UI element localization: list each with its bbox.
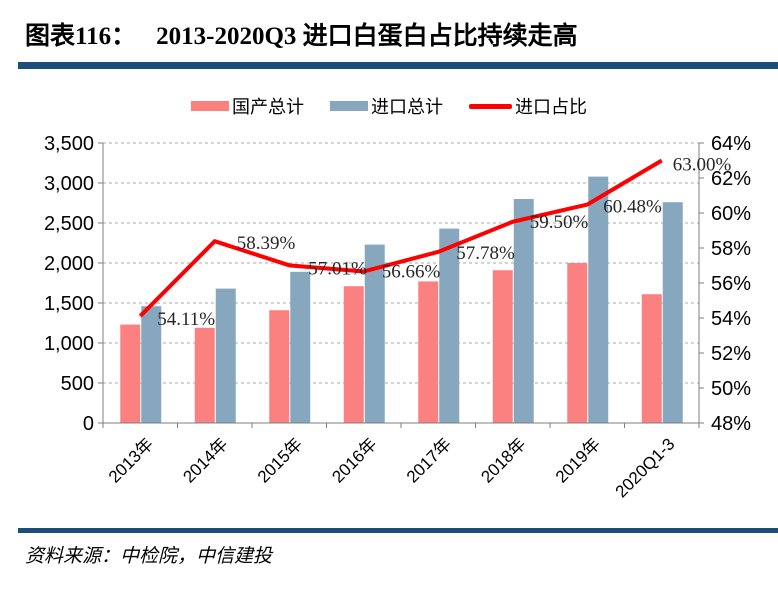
- legend-item-import-share: 进口占比: [469, 93, 587, 119]
- left-axis-tick-label: 0: [83, 413, 94, 435]
- title-divider-rule: [18, 62, 778, 69]
- left-axis-tick-label: 3,000: [44, 173, 94, 195]
- legend-label-import-share: 进口占比: [515, 97, 587, 117]
- bar-import: [439, 228, 460, 423]
- right-axis-tick-label: 64%: [711, 133, 751, 155]
- source-note: 资料来源：中检院，中信建投: [25, 546, 273, 567]
- data-label: 63.00%: [673, 155, 732, 176]
- bar-import: [588, 176, 609, 423]
- legend-item-domestic: 国产总计: [191, 93, 304, 119]
- right-axis-tick-label: 62%: [711, 168, 751, 190]
- x-category-label: 2016年: [328, 434, 380, 486]
- left-axis-tick-label: 2,500: [44, 213, 94, 235]
- domestic-bar-swatch: [191, 101, 229, 111]
- bar-domestic: [194, 327, 215, 423]
- bar-import: [513, 199, 534, 423]
- left-axis-tick-label: 500: [61, 373, 94, 395]
- import-bar-swatch: [330, 101, 368, 111]
- x-category-label: 2014年: [179, 434, 231, 486]
- x-category-label: 2018年: [477, 434, 529, 486]
- x-category-label: 2013年: [105, 434, 157, 486]
- data-label: 60.48%: [603, 197, 662, 218]
- bar-import: [141, 306, 162, 423]
- x-category-label: 2019年: [552, 434, 604, 486]
- bar-domestic: [641, 294, 662, 423]
- line-import-share: [138, 158, 663, 318]
- bar-import: [290, 271, 311, 423]
- left-axis-tick-label: 1,500: [44, 293, 94, 315]
- right-axis-tick-label: 48%: [711, 413, 751, 435]
- data-label: 59.50%: [530, 212, 589, 233]
- legend-label-import: 进口总计: [371, 97, 443, 117]
- bar-import: [364, 244, 385, 423]
- bar-domestic: [418, 281, 439, 423]
- bar-domestic: [567, 263, 588, 423]
- bar-domestic: [120, 324, 141, 423]
- bar-import: [215, 288, 236, 423]
- combo-chart: 3,500 3,000 2,500 2,000 1,500 1,000 500 0 64% 62%…: [44, 133, 751, 501]
- bar-domestic: [269, 310, 290, 423]
- right-axis-tick-label: 52%: [711, 343, 751, 365]
- right-axis-tick-label: 54%: [711, 308, 751, 330]
- data-label: 56.66%: [382, 261, 441, 282]
- left-axis-tick-label: 2,000: [44, 253, 94, 275]
- data-label: 54.11%: [157, 309, 215, 330]
- data-label: 57.01%: [308, 258, 367, 279]
- right-axis-tick-label: 50%: [711, 378, 751, 400]
- right-axis-tick-label: 58%: [711, 238, 751, 260]
- right-axis-tick-label: 60%: [711, 203, 751, 225]
- footer-divider-rule: [18, 528, 778, 533]
- chart-legend: 国产总计 进口总计 进口占比: [0, 93, 778, 119]
- figure-title-text: 2013-2020Q3 进口白蛋白占比持续走高: [156, 23, 578, 50]
- left-axis-tick-label: 3,500: [44, 133, 94, 155]
- figure-title: 图表116： 2013-2020Q3 进口白蛋白占比持续走高: [25, 16, 578, 52]
- legend-label-domestic: 国产总计: [232, 97, 304, 117]
- x-category-label: 2020Q1-3: [612, 434, 679, 501]
- bar-domestic: [492, 270, 513, 423]
- right-axis-tick-label: 56%: [711, 273, 751, 295]
- bar-domestic: [343, 286, 364, 423]
- x-category-label: 2015年: [254, 434, 306, 486]
- bar-import: [662, 202, 683, 423]
- figure-number: 图表116：: [25, 23, 137, 50]
- x-category-label: 2017年: [403, 434, 455, 486]
- import-share-line-swatch: [469, 103, 512, 109]
- left-axis-tick-label: 1,000: [44, 333, 94, 355]
- data-label: 58.39%: [237, 233, 296, 254]
- data-label: 57.78%: [456, 243, 515, 264]
- legend-item-import: 进口总计: [330, 93, 443, 119]
